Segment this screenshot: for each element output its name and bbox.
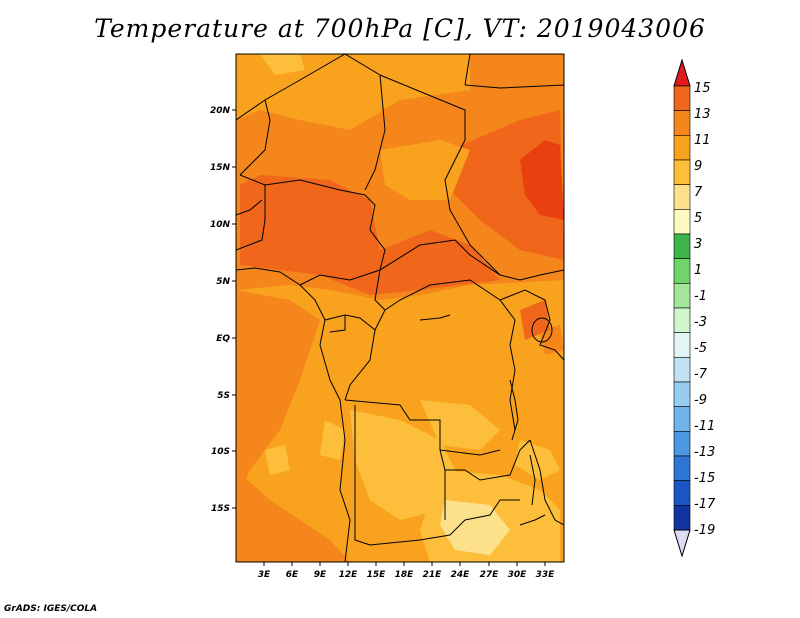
colorbar-label: -1 (694, 289, 707, 304)
colorbar-cell (673, 283, 691, 309)
lat-tick-label: EQ (216, 334, 230, 344)
colorbar-label: 15 (694, 81, 711, 96)
lon-tick-label: 21E (423, 570, 443, 580)
colorbar-bottom-arrow (673, 529, 691, 558)
lat-tick-label: 10S (211, 447, 230, 457)
colorbar-label: -17 (694, 497, 716, 512)
lon-tick-label: 24E (451, 570, 471, 580)
map-frame (235, 53, 565, 563)
colorbar-cell (673, 357, 691, 383)
colorbar-cell (673, 159, 691, 185)
colorbar-cell (673, 455, 691, 481)
lon-tick-label: 3E (258, 570, 271, 580)
lat-tick-label: 15S (211, 504, 230, 514)
colorbar-cell (673, 184, 691, 210)
colorbar-cell (673, 431, 691, 457)
longitude-axis: 3E 6E 9E 12E 15E 18E 21E 24E 27E 30E 33E (258, 562, 555, 580)
lakes (419, 314, 553, 526)
colorbar-cell (673, 110, 691, 136)
colorbar-cell (673, 233, 691, 259)
colorbar: 15 13 11 9 7 5 3 1 -1 -3 -5 -7 -9 -11 -1… (673, 58, 716, 558)
colorbar-label: -19 (694, 523, 715, 538)
lat-tick-label: 10N (210, 220, 231, 230)
colorbar-label: 1 (694, 263, 702, 278)
colorbar-label: 13 (694, 107, 711, 122)
colorbar-cell (673, 381, 691, 407)
chart-title: Temperature at 700hPa [C], VT: 201904300… (94, 14, 706, 43)
colorbar-cell (673, 209, 691, 235)
lon-tick-label: 9E (314, 570, 327, 580)
colorbar-label: -7 (694, 367, 708, 382)
colorbar-label: 3 (694, 237, 702, 252)
lat-tick-label: 15N (210, 163, 231, 173)
colorbar-label: 11 (694, 133, 711, 148)
colorbar-cells (673, 85, 691, 531)
colorbar-label: -11 (694, 419, 715, 434)
lat-tick-label: 5N (216, 277, 230, 287)
colorbar-label: 5 (694, 211, 702, 226)
lon-tick-label: 18E (395, 570, 415, 580)
lat-tick-label: 5S (217, 391, 230, 401)
latitude-axis: 20N 15N 10N 5N EQ 5S 10S 15S (210, 106, 236, 514)
lon-tick-label: 12E (339, 570, 359, 580)
colorbar-cell (673, 505, 691, 531)
lon-tick-label: 30E (508, 570, 528, 580)
colorbar-label: -15 (694, 471, 715, 486)
lon-tick-label: 33E (536, 570, 556, 580)
colorbar-top-arrow (673, 58, 691, 87)
country-borders (236, 54, 564, 562)
temperature-field (236, 54, 564, 562)
colorbar-label: 9 (694, 159, 702, 174)
colorbar-cell (673, 135, 691, 161)
colorbar-label: -9 (694, 393, 707, 408)
colorbar-label: -13 (694, 445, 715, 460)
colorbar-cell (673, 332, 691, 358)
colorbar-cell (673, 258, 691, 284)
colorbar-cell (673, 85, 691, 111)
colorbar-cell (673, 480, 691, 506)
colorbar-cell (673, 406, 691, 432)
lat-tick-label: 20N (210, 106, 231, 116)
colorbar-label: -5 (694, 341, 707, 356)
lon-tick-label: 27E (480, 570, 500, 580)
colorbar-label: 7 (694, 185, 703, 200)
lon-tick-label: 6E (286, 570, 299, 580)
grads-credit: GrADS: IGES/COLA (4, 604, 98, 614)
lon-tick-label: 15E (367, 570, 387, 580)
colorbar-cell (673, 307, 691, 333)
colorbar-label: -3 (694, 315, 707, 330)
